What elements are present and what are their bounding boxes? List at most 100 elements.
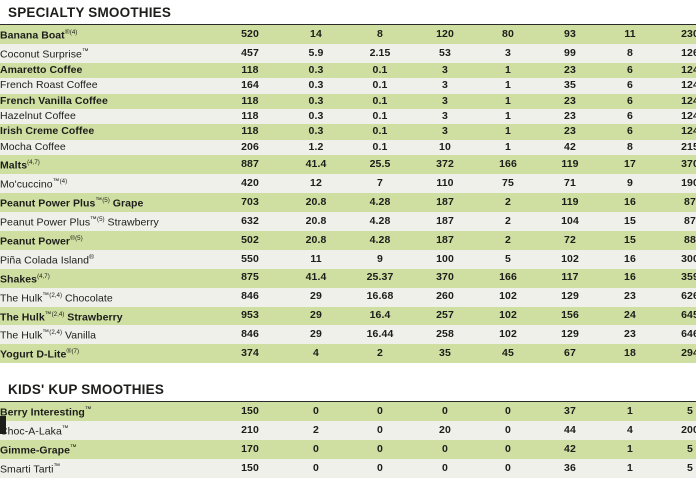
value-cell: 2 (477, 193, 539, 212)
value-cell: 200 (659, 421, 696, 441)
value-cell: 0 (285, 440, 347, 459)
trademark-symbol: ™ (70, 444, 77, 452)
value-cell: 3 (413, 62, 477, 79)
product-name-cell: Gimme-Grape™ (0, 440, 215, 459)
product-name: Piña Colada Island (0, 254, 90, 267)
value-cell: 7 (347, 174, 413, 194)
value-cell: 6 (601, 93, 659, 110)
value-cell: 4 (285, 344, 347, 364)
value-cell: 953 (215, 306, 285, 326)
product-name-cell: Choc-A-Laka™ (0, 421, 215, 441)
value-cell: 11 (601, 25, 659, 44)
table-row: Peanut Power Plus™(5) Grape 703 20.8 4.28 18… (0, 193, 696, 212)
value-cell: 102 (477, 287, 539, 307)
value-cell: 372 (413, 155, 477, 175)
value-cell: 4.28 (347, 193, 413, 212)
footnote-ref: (2,4) (49, 329, 63, 337)
product-name-cell: The Hulk™(2,4) Vanilla (0, 325, 215, 345)
value-cell: 645 (659, 306, 696, 326)
value-cell: 25.37 (347, 268, 413, 288)
value-cell: 6 (601, 62, 659, 79)
value-cell: 1 (601, 458, 659, 478)
value-cell: 210 (215, 421, 285, 441)
value-cell: 118 (215, 93, 285, 110)
value-cell: 1 (601, 402, 659, 422)
product-name-cell: Banana Boat®(4) (0, 25, 215, 44)
product-name-cell: Irish Creme Coffee (0, 124, 215, 140)
value-cell: 104 (539, 211, 601, 231)
product-name: Amaretto Coffee (0, 63, 83, 76)
value-cell: 3 (413, 78, 477, 94)
footnote-ref: (5) (75, 234, 83, 242)
value-cell: 16 (601, 249, 659, 269)
value-cell: 20.8 (285, 211, 347, 231)
value-cell: 0 (413, 440, 477, 459)
value-cell: 1 (477, 124, 539, 140)
value-cell: 124 (659, 124, 696, 140)
value-cell: 72 (539, 230, 601, 250)
value-cell: 41.4 (285, 268, 347, 288)
value-cell: 3 (413, 93, 477, 110)
value-cell: 187 (413, 230, 477, 250)
value-cell: 100 (413, 249, 477, 269)
product-name-cell: Malts(4,7) (0, 155, 215, 175)
table-row: Gimme-Grape™170000042151 (0, 440, 696, 459)
value-cell: 1 (601, 440, 659, 459)
value-cell: 257 (413, 306, 477, 326)
value-cell: 166 (477, 155, 539, 175)
value-cell: 156 (539, 306, 601, 326)
section-divider (0, 401, 696, 403)
trademark-symbol: ® (64, 29, 70, 36)
product-name: Smarti Tarti (0, 463, 54, 476)
table-row: Smarti Tarti™150000036150 (0, 458, 696, 478)
product-name-variant: Strawberry (104, 216, 159, 229)
product-name-cell: Mo'cuccino™(4) (0, 174, 215, 194)
value-cell: 88 (659, 230, 696, 250)
value-cell: 20.8 (285, 193, 347, 212)
trademark-symbol: ® (89, 253, 95, 261)
product-name: Peanut Power (0, 235, 71, 248)
product-name: Peanut Power Plus (0, 197, 96, 210)
product-name-variant: Grape (109, 197, 144, 210)
value-cell: 9 (347, 249, 413, 269)
product-name-cell: French Roast Coffee (0, 78, 215, 94)
value-cell: 124 (659, 93, 696, 110)
value-cell: 8 (601, 139, 659, 156)
trademark-symbol: ™ (90, 215, 98, 223)
trademark-symbol: ™ (42, 329, 50, 337)
product-name-cell: The Hulk™(2,4) Strawberry (0, 306, 215, 326)
value-cell: 15 (601, 211, 659, 231)
section-divider (0, 24, 696, 25)
value-cell: 875 (215, 268, 285, 288)
value-cell: 0.3 (285, 93, 347, 110)
value-cell: 102 (477, 306, 539, 326)
value-cell: 0 (413, 402, 477, 422)
product-name-cell: Piña Colada Island® (0, 249, 215, 269)
value-cell: 370 (659, 155, 696, 175)
value-cell: 370 (413, 268, 477, 288)
value-cell: 0 (347, 458, 413, 478)
product-name: Shakes (0, 273, 38, 286)
value-cell: 187 (413, 211, 477, 231)
value-cell: 53 (413, 43, 477, 63)
value-cell: 117 (539, 268, 601, 288)
table-row: Peanut Power Plus™(5) Strawberry 632 20.8 4… (0, 211, 696, 231)
value-cell: 129 (539, 325, 601, 345)
value-cell: 258 (413, 325, 477, 345)
value-cell: 846 (215, 287, 285, 307)
value-cell: 8 (347, 25, 413, 44)
product-name: Yogurt D-Lite (0, 348, 67, 361)
value-cell: 124 (659, 78, 696, 94)
value-cell: 1 (477, 93, 539, 110)
value-cell: 703 (215, 193, 285, 212)
value-cell: 17 (601, 155, 659, 175)
product-name: The Hulk (0, 292, 43, 305)
value-cell: 118 (215, 62, 285, 79)
value-cell: 6 (601, 124, 659, 140)
value-cell: 102 (539, 249, 601, 269)
